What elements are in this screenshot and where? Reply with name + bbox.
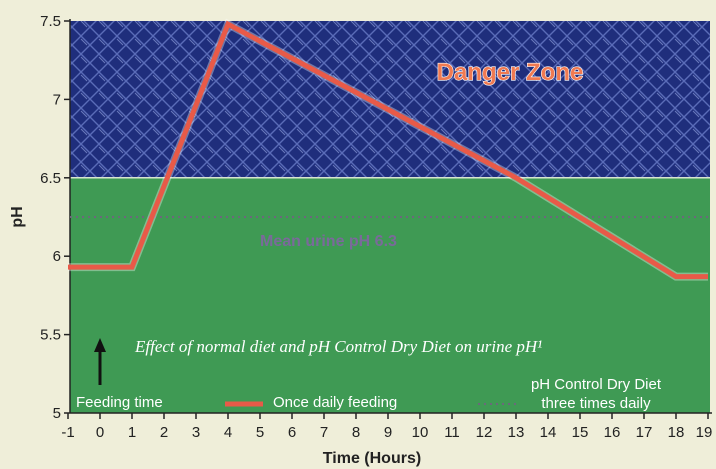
legend-dry-diet-line2: three times daily — [541, 395, 651, 412]
x-tick-label: 15 — [572, 424, 589, 441]
legend: Feeding time Once daily feeding pH Control… — [76, 338, 662, 412]
x-tick-label: 14 — [540, 424, 557, 441]
x-tick-label: 8 — [352, 424, 360, 441]
danger-zone-label: Danger Zone — [437, 59, 584, 86]
x-tick-label: 3 — [192, 424, 200, 441]
mean-urine-label: Mean urine pH 6.3 — [260, 233, 397, 250]
feeding-arrow-icon — [94, 338, 106, 352]
x-tick-label: 17 — [636, 424, 653, 441]
y-tick-label: 6.5 — [40, 170, 61, 187]
x-tick-label: 1 — [128, 424, 136, 441]
x-tick-label: 7 — [320, 424, 328, 441]
y-tick-label: 7.5 — [40, 13, 61, 30]
chart-caption: Effect of normal diet and pH Control Dry… — [134, 337, 542, 356]
x-tick-label: 5 — [256, 424, 264, 441]
x-tick-label: 19 — [696, 424, 713, 441]
y-tick-label: 7 — [53, 91, 61, 108]
series-line-once-daily — [68, 20, 708, 280]
x-tick-label: 4 — [224, 424, 232, 441]
x-tick-label: 18 — [668, 424, 685, 441]
x-tick-label: 0 — [96, 424, 104, 441]
y-axis-title: pH — [9, 206, 26, 227]
axes: 55.566.577.5-1 0 1 2 3 4 5 6 7 8 9 10 11 12 13 14 15 16 17… — [9, 13, 712, 467]
x-tick-label: 16 — [604, 424, 621, 441]
labels-group: Danger Zone Mean urine pH 6.3 Effect of no… — [134, 58, 584, 356]
series-group — [68, 18, 708, 281]
x-tick-label: 13 — [508, 424, 525, 441]
y-tick-label: 6 — [53, 248, 61, 265]
y-tick-label: 5 — [53, 405, 61, 422]
x-tick-label: 6 — [288, 424, 296, 441]
x-tick-label: 9 — [384, 424, 392, 441]
legend-feeding-time: Feeding time — [76, 394, 163, 411]
x-tick-label: 11 — [444, 424, 460, 441]
x-axis-title: Time (Hours) — [323, 450, 421, 467]
danger-zone — [70, 21, 710, 178]
x-tick-label: 12 — [476, 424, 493, 441]
x-tick-label: 10 — [412, 424, 429, 441]
x-tick-label: -1 — [61, 424, 74, 441]
x-tick-label: 2 — [160, 424, 168, 441]
legend-dry-diet-line1: pH Control Dry Diet — [531, 376, 662, 393]
legend-once-daily: Once daily feeding — [273, 394, 397, 411]
y-tick-label: 5.5 — [40, 327, 61, 344]
